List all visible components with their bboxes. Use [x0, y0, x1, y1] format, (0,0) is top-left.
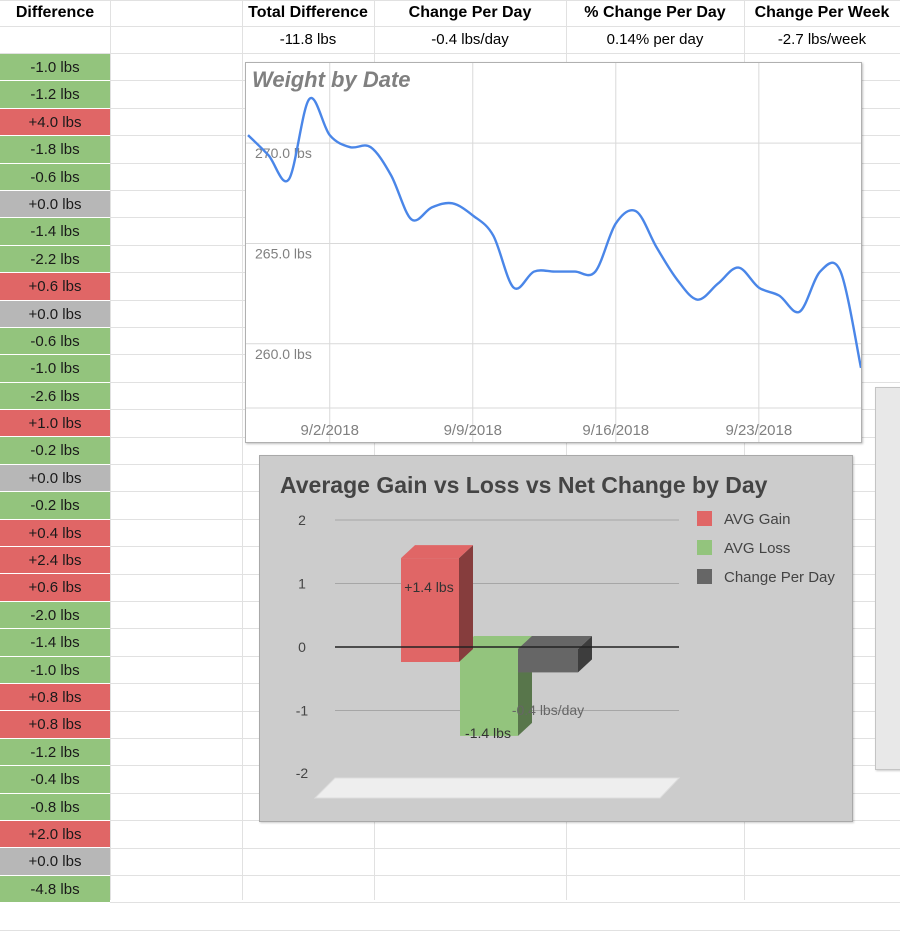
legend-change-per-day: Change Per Day [697, 569, 835, 587]
legend-avg-gain: AVG Gain [697, 511, 790, 529]
y-tick-label: 265.0 lbs [255, 245, 312, 261]
y-tick-label: 270.0 lbs [255, 145, 312, 161]
legend-swatch-loss [697, 540, 712, 555]
difference-cell[interactable]: -1.4 lbs [0, 218, 110, 246]
difference-cell[interactable]: +4.0 lbs [0, 108, 110, 137]
difference-cell[interactable]: -1.2 lbs [0, 738, 110, 767]
row-border [0, 53, 900, 54]
x-tick-label: 9/2/2018 [301, 422, 359, 439]
weight-line-svg: 270.0 lbs 265.0 lbs 260.0 lbs 9/2/2018 9/9/2… [246, 63, 861, 442]
legend-swatch-change [697, 569, 712, 584]
total-difference-value[interactable]: -11.8 lbs [279, 31, 337, 48]
difference-cell[interactable]: +0.0 lbs [0, 300, 110, 328]
row-border [0, 26, 900, 27]
difference-cell[interactable]: +0.8 lbs [0, 683, 110, 712]
difference-cell[interactable]: -0.2 lbs [0, 492, 110, 520]
difference-cell[interactable]: -2.0 lbs [0, 601, 110, 630]
chart-floor [313, 777, 681, 799]
difference-cell[interactable]: +0.0 lbs [0, 848, 110, 876]
difference-cell[interactable]: -1.4 lbs [0, 629, 110, 657]
difference-cell[interactable]: -2.2 lbs [0, 245, 110, 274]
difference-cell[interactable]: -1.8 lbs [0, 136, 110, 164]
weight-chart-title: Weight by Date [252, 67, 411, 92]
total-difference-header[interactable]: Total Difference [248, 4, 368, 21]
change-per-week-value[interactable]: -2.7 lbs/week [777, 31, 867, 48]
difference-cell[interactable]: -0.8 lbs [0, 793, 110, 821]
weight-by-date-chart[interactable]: 270.0 lbs 265.0 lbs 260.0 lbs 9/2/2018 9/9/2… [245, 62, 862, 443]
column-border [744, 0, 745, 900]
difference-cell[interactable]: -1.0 lbs [0, 656, 110, 684]
difference-cell[interactable]: -4.8 lbs [0, 875, 110, 904]
difference-cell[interactable]: -0.2 lbs [0, 437, 110, 465]
y-tick-label: 260.0 lbs [255, 346, 312, 362]
bar-avg-gain [401, 545, 473, 662]
change-per-day-header[interactable]: Change Per Day [408, 4, 532, 21]
difference-cell[interactable]: -0.4 lbs [0, 766, 110, 794]
avg-chart-title: Average Gain vs Loss vs Net Change by Da… [280, 472, 768, 498]
x-tick-label: 9/16/2018 [582, 422, 649, 439]
legend-label-loss: AVG Loss [724, 540, 791, 557]
percent-change-per-day-value[interactable]: 0.14% per day [606, 31, 704, 48]
y-tick-label: 2 [298, 512, 306, 528]
column-border [374, 0, 375, 900]
column-border [242, 0, 243, 900]
row-border [0, 875, 900, 876]
legend-label-change: Change Per Day [724, 569, 835, 586]
difference-cell[interactable]: +0.4 lbs [0, 519, 110, 548]
legend-swatch-gain [697, 511, 712, 526]
difference-cell[interactable]: -1.2 lbs [0, 81, 110, 109]
difference-cell[interactable]: +2.4 lbs [0, 547, 110, 575]
column-border [110, 0, 111, 900]
difference-cell[interactable]: -2.6 lbs [0, 382, 110, 411]
partial-chart-panel[interactable] [875, 387, 900, 770]
change-per-day-value[interactable]: -0.4 lbs/day [431, 31, 509, 48]
y-tick-label: 0 [298, 639, 306, 655]
difference-header[interactable]: Difference [15, 4, 95, 21]
difference-cell[interactable]: -1.0 lbs [0, 54, 110, 82]
row-border [0, 902, 900, 903]
legend-avg-loss: AVG Loss [697, 540, 790, 558]
x-tick-label: 9/23/2018 [725, 422, 792, 439]
y-tick-label: -1 [296, 703, 309, 719]
difference-cell[interactable]: +0.6 lbs [0, 273, 110, 301]
bar-change-per-day [518, 636, 592, 673]
difference-cell[interactable]: +1.0 lbs [0, 410, 110, 438]
column-border [566, 0, 567, 900]
legend-label-gain: AVG Gain [724, 511, 791, 528]
difference-column: -1.0 lbs -1.2 lbs +4.0 lbs -1.8 lbs -0.6 lbs… [0, 54, 110, 904]
y-tick-label: 1 [298, 576, 306, 592]
avg-gain-loss-chart[interactable]: 2 1 0 -1 -2 +1.4 lbs -1.4 lbs -0.4 lbs/day Aver… [259, 455, 853, 822]
bar-data-label: +1.4 lbs [404, 579, 453, 595]
difference-cell[interactable]: +0.0 lbs [0, 464, 110, 493]
difference-cell[interactable]: -0.6 lbs [0, 327, 110, 356]
difference-cell[interactable]: -1.0 lbs [0, 355, 110, 383]
difference-cell[interactable]: +0.8 lbs [0, 711, 110, 739]
difference-cell[interactable]: +2.0 lbs [0, 820, 110, 849]
percent-change-per-day-header[interactable]: % Change Per Day [584, 4, 726, 21]
weight-series-line [247, 96, 861, 369]
difference-cell[interactable]: +0.0 lbs [0, 190, 110, 219]
difference-cell[interactable]: +0.6 lbs [0, 574, 110, 602]
y-tick-label: -2 [296, 765, 309, 781]
row-border [0, 848, 900, 849]
change-per-week-header[interactable]: Change Per Week [754, 4, 890, 21]
difference-cell[interactable]: -0.6 lbs [0, 163, 110, 191]
row-border [0, 0, 900, 1]
bar-data-label: -0.4 lbs/day [512, 702, 584, 718]
bar-data-label: -1.4 lbs [465, 725, 511, 741]
x-tick-label: 9/9/2018 [444, 422, 502, 439]
avg-bar-svg: 2 1 0 -1 -2 +1.4 lbs -1.4 lbs-0.4 lbs/day [296, 512, 681, 799]
